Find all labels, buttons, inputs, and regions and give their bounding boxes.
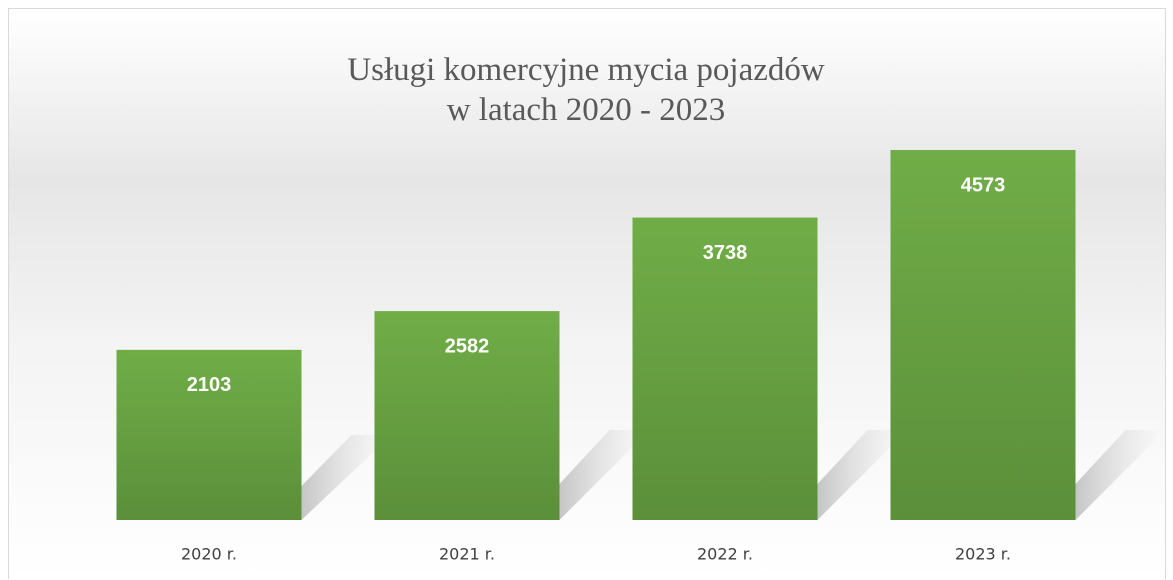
bar-shadow (1075, 430, 1166, 520)
bar-shadow (559, 430, 650, 520)
bar-shadow (817, 430, 908, 520)
x-tick-label: 2022 r. (697, 545, 753, 564)
value-label: 2103 (187, 374, 232, 396)
value-label: 3738 (703, 242, 748, 264)
x-tick-label: 2023 r. (955, 545, 1011, 564)
x-tick-label: 2020 r. (181, 545, 237, 564)
value-label: 2582 (445, 335, 490, 357)
bar (116, 349, 302, 520)
bar (374, 311, 560, 520)
value-label: 4573 (961, 174, 1006, 196)
x-tick-label: 2021 r. (439, 545, 495, 564)
chart-title: Usługi komercyjne mycia pojazdów w latac… (347, 52, 825, 128)
bar (632, 217, 818, 521)
bar-shadow (301, 434, 392, 520)
bar (890, 150, 1076, 520)
